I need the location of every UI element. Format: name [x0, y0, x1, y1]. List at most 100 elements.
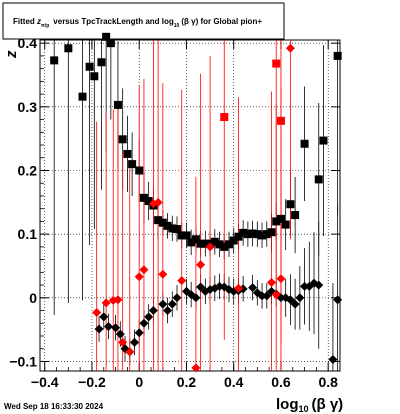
y-tick-label: 0.2 [18, 162, 38, 178]
square-marker [187, 238, 196, 247]
square-marker [210, 237, 219, 246]
diamond-marker [205, 242, 215, 252]
x-tick-label: −0.4 [31, 374, 59, 390]
plot-frame [39, 39, 341, 372]
diamond-marker [248, 283, 258, 293]
error-bars [53, 40, 339, 371]
diamond-marker [177, 276, 187, 286]
square-marker [97, 58, 106, 67]
y-tick-label: −0.1 [9, 353, 37, 369]
square-marker [50, 56, 59, 65]
y-tick-labels: −0.1 0 0.1 0.2 0.3 0.4 [9, 35, 37, 369]
square-marker [85, 62, 94, 71]
square-marker [248, 229, 257, 238]
square-marker [229, 236, 238, 245]
diamond-marker [290, 299, 300, 309]
diamond-marker [266, 278, 276, 288]
y-tick-label: 0 [29, 290, 37, 306]
square-marker [168, 224, 177, 233]
square-marker [102, 32, 111, 41]
square-marker [314, 175, 323, 184]
square-marker [90, 72, 99, 81]
timestamp-footer: Wed Sep 18 16:33:30 2024 [4, 402, 104, 411]
diamond-marker [125, 347, 135, 357]
square-marker [239, 228, 248, 237]
square-marker [128, 160, 137, 169]
y-tick-label: 0.4 [18, 35, 38, 51]
diamond-marker [134, 328, 144, 338]
diamond-marker [333, 295, 343, 305]
square-marker [177, 231, 186, 240]
diamond-marker [295, 293, 305, 303]
x-axis-label: log10 (β γ) [276, 396, 343, 414]
diamond-marker [158, 299, 168, 309]
square-marker [243, 230, 252, 239]
square-marker [163, 221, 172, 230]
y-axis-label: z [3, 50, 20, 59]
diamond-marker [92, 307, 102, 317]
square-marker [258, 231, 267, 240]
square-marker [319, 136, 328, 145]
square-marker [106, 39, 115, 48]
diamond-marker [285, 295, 295, 305]
plot-title: Fitted zπ/p versus TpcTrackLength and log… [13, 17, 262, 29]
square-marker [234, 232, 243, 241]
title-box: Fitted zπ/p versus TpcTrackLength and log… [2, 2, 285, 40]
diamond-marker [276, 274, 286, 284]
square-marker [123, 149, 132, 158]
square-marker [300, 139, 309, 148]
square-marker [333, 51, 342, 60]
diamond-marker [153, 197, 163, 207]
diamond-marker [191, 293, 201, 303]
square-marker [196, 239, 205, 248]
square-marker [281, 220, 290, 229]
square-marker [135, 166, 144, 175]
square-marker [78, 92, 87, 101]
square-marker [276, 116, 285, 125]
square-marker [191, 235, 200, 244]
data-markers [50, 32, 343, 373]
square-marker [139, 193, 148, 202]
diamond-marker [262, 291, 272, 301]
diamond-marker [285, 43, 295, 53]
diamond-marker [196, 260, 206, 270]
square-marker [267, 228, 276, 237]
x-tick-label: −0.2 [78, 374, 106, 390]
y-tick-label: 0.3 [18, 99, 38, 115]
x-tick-label: 0.2 [177, 374, 197, 390]
square-marker [201, 239, 210, 248]
diamond-marker [158, 269, 168, 279]
diamond-marker [271, 290, 281, 300]
diamond-marker [163, 306, 173, 316]
diamond-marker [196, 282, 206, 292]
diamond-marker [148, 306, 158, 316]
diamond-marker [144, 312, 154, 322]
square-marker [173, 225, 182, 234]
square-marker [220, 242, 229, 251]
square-marker [64, 44, 73, 53]
x-tick-labels: −0.4 −0.2 0 0.2 0.4 0.6 0.8 [31, 374, 338, 390]
square-marker [220, 113, 229, 122]
diamond-marker [134, 272, 144, 282]
square-marker [286, 200, 295, 209]
x-tick-label: 0.4 [224, 374, 244, 390]
square-marker [253, 230, 262, 239]
square-marker [113, 100, 122, 109]
diamond-marker [139, 318, 149, 328]
diamond-marker [94, 324, 104, 334]
diamond-marker [111, 323, 121, 333]
diamond-marker [129, 337, 139, 347]
diamond-marker [300, 281, 310, 291]
diamond-marker [314, 280, 324, 290]
x-tick-label: 0.8 [318, 374, 338, 390]
diamond-marker [167, 299, 177, 309]
diamond-marker [257, 291, 267, 301]
square-marker [272, 59, 281, 68]
y-tick-label: 0.1 [18, 226, 38, 242]
square-marker [291, 211, 300, 220]
diamond-marker [118, 337, 128, 347]
x-tick-label: 0 [135, 374, 143, 390]
square-marker [262, 230, 271, 239]
square-marker [158, 218, 167, 227]
